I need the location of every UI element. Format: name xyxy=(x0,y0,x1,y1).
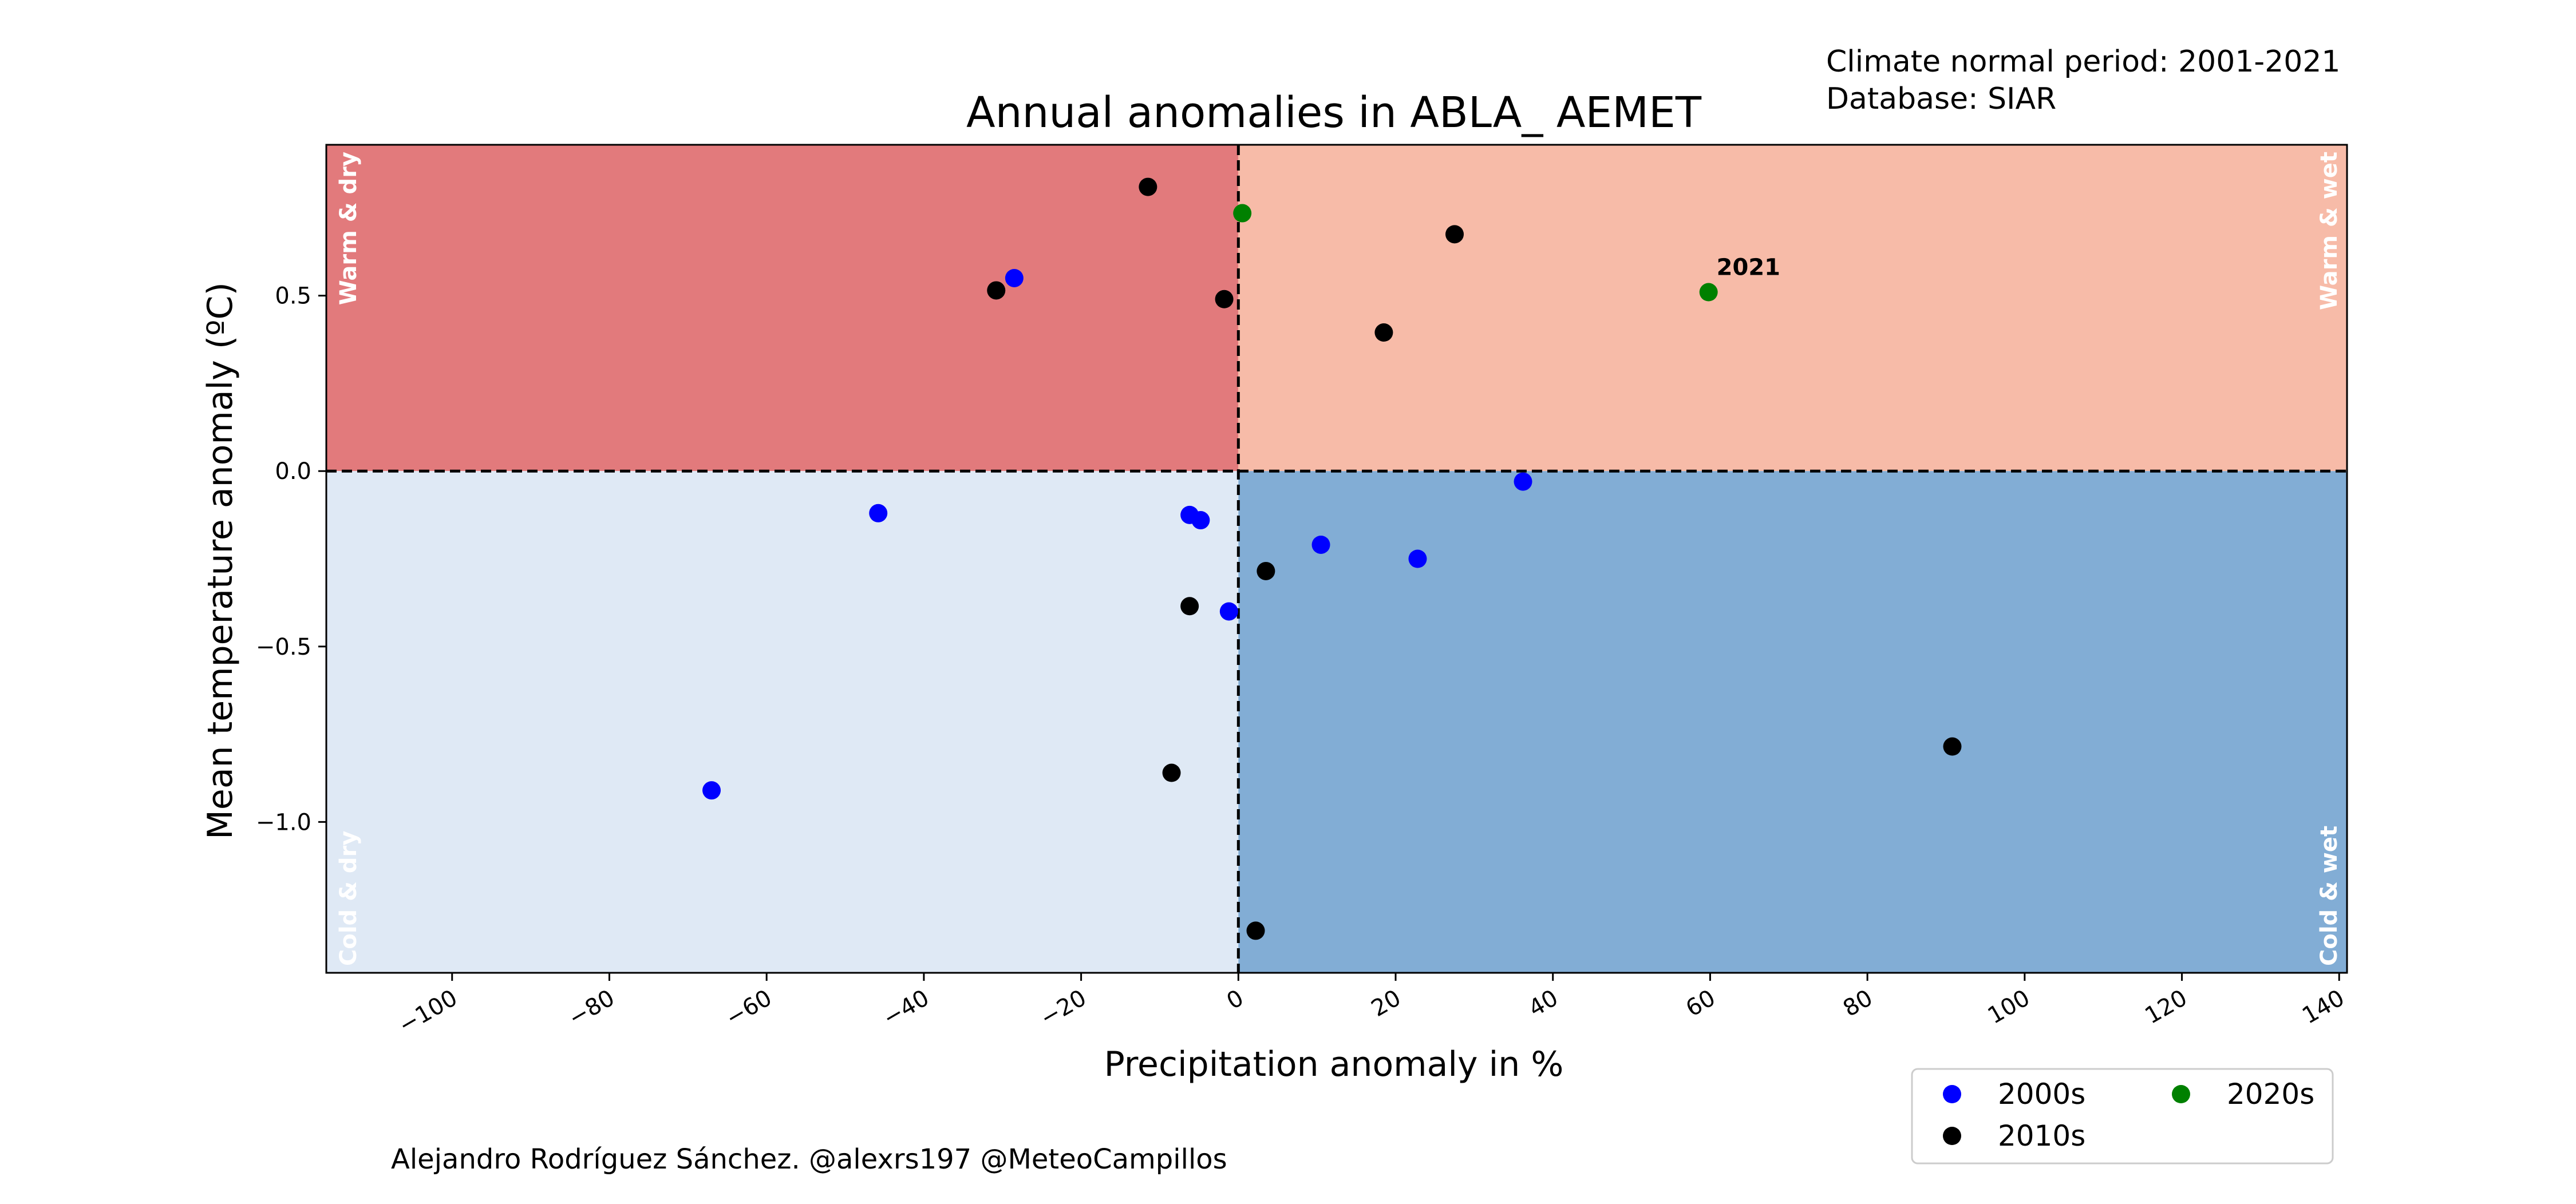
point-2010s xyxy=(1943,737,1962,756)
quadrant-label-cold-wet: Cold & wet xyxy=(2316,826,2342,966)
quadrant-label-cold-dry: Cold & dry xyxy=(335,831,362,966)
x-axis-label: Precipitation anomaly in % xyxy=(1104,1044,1564,1084)
chart-title: Annual anomalies in ABLA_ AEMET xyxy=(966,88,1702,137)
x-tick-label: −100 xyxy=(394,985,462,1039)
x-tick-label: 80 xyxy=(1839,985,1877,1022)
point-2010s xyxy=(1180,597,1199,616)
point-2010s xyxy=(1374,323,1393,342)
legend-label-2000s: 2000s xyxy=(1998,1078,2085,1111)
point-2010s xyxy=(1257,561,1275,580)
y-tick-label: 0.0 xyxy=(275,458,311,485)
x-tick-label: −80 xyxy=(564,985,619,1032)
point-2010s xyxy=(1246,921,1265,940)
legend-marker-2000s xyxy=(1943,1085,1961,1103)
point-2020s xyxy=(1233,204,1252,223)
legend-label-2010s: 2010s xyxy=(1998,1119,2085,1152)
point-annotation: 2021 xyxy=(1717,255,1780,281)
x-tick-label: −60 xyxy=(721,985,776,1032)
y-tick-label: 0.5 xyxy=(275,283,311,310)
plot-frame xyxy=(325,144,2348,974)
quadrant-label-warm-dry: Warm & dry xyxy=(335,152,362,305)
point-2000s xyxy=(1408,549,1427,568)
x-tick-label: 120 xyxy=(2140,985,2191,1029)
point-2010s xyxy=(1215,290,1234,308)
point-2000s xyxy=(702,781,721,800)
quadrant-label-warm-wet: Warm & wet xyxy=(2316,152,2342,310)
point-2010s xyxy=(987,281,1006,300)
y-axis-label: Mean temperature anomaly (ºC) xyxy=(200,282,240,839)
x-tick-label: 60 xyxy=(1681,985,1720,1022)
legend-marker-2020s xyxy=(2172,1085,2190,1103)
legend-marker-2010s xyxy=(1943,1127,1961,1145)
header-note-period: Climate normal period: 2001-2021 xyxy=(1826,45,2341,79)
point-2000s xyxy=(1219,602,1238,621)
point-2000s xyxy=(1005,268,1024,287)
credit-text: Alejandro Rodríguez Sánchez. @alexrs197 … xyxy=(391,1143,1227,1175)
quadrant-warm-dry xyxy=(326,145,1239,472)
point-2000s xyxy=(1514,472,1532,491)
legend-box xyxy=(1911,1068,2334,1165)
quadrant-cold-wet xyxy=(1238,471,2347,973)
x-tick-label: −20 xyxy=(1036,985,1091,1032)
legend-label-2020s: 2020s xyxy=(2227,1078,2314,1111)
quadrant-cold-dry xyxy=(326,471,1239,973)
point-2010s xyxy=(1445,225,1464,244)
y-tick-label: −0.5 xyxy=(256,634,311,660)
x-tick-label: −40 xyxy=(879,985,934,1032)
x-tick-label: 20 xyxy=(1367,985,1405,1022)
x-tick-label: 0 xyxy=(1222,985,1248,1015)
point-2010s xyxy=(1139,177,1157,196)
point-2000s xyxy=(1311,535,1330,554)
point-2020s xyxy=(1699,283,1718,302)
header-note-database: Database: SIAR xyxy=(1826,82,2056,116)
quadrant-warm-wet xyxy=(1238,145,2347,472)
point-2000s xyxy=(1191,511,1210,530)
x-tick-label: 100 xyxy=(1984,985,2034,1029)
x-tick-label: 40 xyxy=(1524,985,1563,1022)
point-2000s xyxy=(869,504,888,522)
y-tick-label: −1.0 xyxy=(256,809,311,835)
legend: 2000s 2010s 2020s xyxy=(1911,1068,2334,1165)
point-2010s xyxy=(1162,763,1181,782)
x-tick-label: 140 xyxy=(2298,985,2349,1029)
